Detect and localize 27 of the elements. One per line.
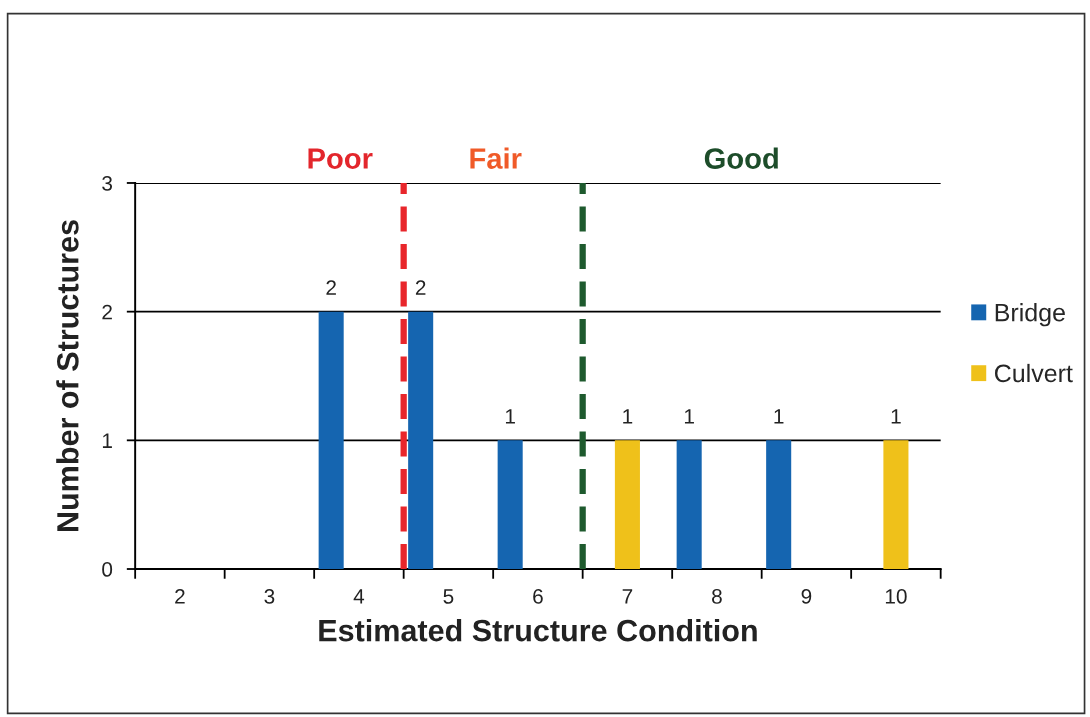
legend-label: Culvert xyxy=(994,363,1073,383)
data-label: 1 xyxy=(891,409,901,424)
x-tick-label: 4 xyxy=(353,589,365,604)
x-tick-label: 7 xyxy=(622,589,633,604)
data-label: 2 xyxy=(415,280,426,295)
y-tick-label: 0 xyxy=(102,562,113,577)
data-label: 1 xyxy=(774,409,784,424)
y-tick-label: 2 xyxy=(102,304,112,320)
text: Poor xyxy=(308,148,373,169)
data-label: 1 xyxy=(623,409,633,424)
y-tick-label: 3 xyxy=(102,175,113,191)
x-tick-label: 6 xyxy=(533,589,543,604)
legend-label: Bridge xyxy=(995,303,1065,327)
x-tick-label: 5 xyxy=(443,589,454,604)
text: Fair xyxy=(470,147,522,169)
data-label: 1 xyxy=(505,409,515,424)
x-axis-title: Estimated Structure Condition xyxy=(319,618,757,642)
x-tick-label: 3 xyxy=(264,589,275,604)
x-tick-label: 10 xyxy=(885,589,907,604)
y-axis-title: Number of Structures xyxy=(56,220,79,531)
text: Good xyxy=(704,147,778,169)
data-label: 2 xyxy=(326,280,336,295)
x-tick-label: 8 xyxy=(712,589,722,604)
x-tick-label: 9 xyxy=(801,589,812,604)
data-label: 1 xyxy=(684,409,694,424)
x-tick-label: 2 xyxy=(175,589,185,604)
y-tick-label: 1 xyxy=(102,433,112,448)
